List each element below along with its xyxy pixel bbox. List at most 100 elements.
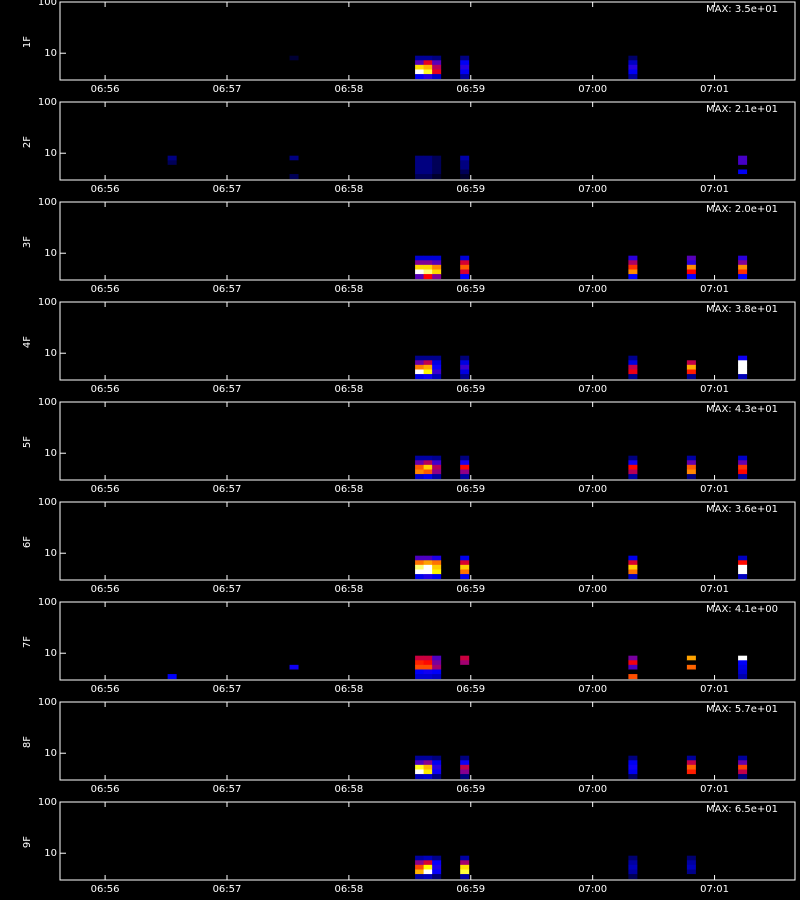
y-tick-label: 100 (38, 97, 57, 108)
heat-cell (415, 360, 425, 366)
heat-cell (738, 755, 748, 761)
heat-cell (289, 364, 299, 370)
heat-cell (423, 760, 433, 766)
x-tick-label: 07:01 (700, 584, 729, 595)
heat-cell (738, 655, 748, 661)
panel: 10 100 06:56 06:57 06:58 06:59 07:00 07:01 9F MAX… (22, 797, 796, 895)
y-tick-label: 100 (38, 697, 57, 708)
heat-cell (167, 164, 177, 170)
heat-cell (415, 460, 425, 466)
heat-cell (738, 155, 748, 161)
heat-cell (167, 369, 177, 375)
heat-cell (423, 655, 433, 661)
heat-cell (415, 69, 425, 75)
heat-cell (432, 574, 442, 580)
heat-cell (738, 864, 748, 870)
heat-cell (460, 455, 470, 461)
heat-cell (415, 160, 425, 166)
heat-cell (628, 674, 638, 680)
heat-cell (628, 460, 638, 466)
heat-cell (460, 374, 470, 380)
heat-cell (415, 755, 425, 761)
heat-cell (423, 264, 433, 270)
y-tick-label: 10 (44, 848, 57, 859)
heat-cell (686, 260, 696, 266)
heat-cell (423, 555, 433, 561)
heat-cell (460, 169, 470, 175)
heat-cell (415, 660, 425, 666)
heat-cell (738, 569, 748, 575)
heat-cell (686, 164, 696, 170)
heat-cell (289, 474, 299, 480)
x-tick-label: 07:01 (700, 784, 729, 795)
max-annotation: MAX: 2.0e+01 (706, 204, 778, 215)
heat-cell (423, 660, 433, 666)
heat-cell (686, 360, 696, 366)
heat-cell (415, 674, 425, 680)
heat-cell (686, 764, 696, 770)
heat-cell (423, 164, 433, 170)
heat-cell (423, 274, 433, 280)
x-tick-label: 06:57 (213, 384, 242, 395)
heat-cell (432, 874, 442, 880)
x-tick-label: 07:00 (578, 684, 607, 695)
heat-cell (167, 760, 177, 766)
heat-cell (423, 369, 433, 375)
heat-cell (415, 464, 425, 470)
y-tick-label: 10 (44, 748, 57, 759)
heat-cell (167, 274, 177, 280)
heat-cell (460, 160, 470, 166)
heat-cell (460, 864, 470, 870)
heat-cell (289, 160, 299, 166)
heat-cell (686, 760, 696, 766)
heat-cell (289, 769, 299, 775)
heat-cell (432, 274, 442, 280)
heat-cell (738, 874, 748, 880)
heat-cell (738, 574, 748, 580)
heat-cell (415, 155, 425, 161)
heat-cell (460, 369, 470, 375)
heat-cell (738, 860, 748, 866)
x-tick-label: 06:56 (91, 184, 120, 195)
x-tick-label: 06:57 (213, 484, 242, 495)
heat-cell (738, 774, 748, 780)
heat-cell (686, 274, 696, 280)
heat-cell (738, 660, 748, 666)
x-tick-label: 07:00 (578, 884, 607, 895)
y-tick-label: 10 (44, 348, 57, 359)
heat-cell (686, 855, 696, 861)
heat-cell (628, 274, 638, 280)
heat-cell (686, 669, 696, 675)
heat-cell (686, 160, 696, 166)
x-tick-label: 07:00 (578, 284, 607, 295)
heat-cell (423, 674, 433, 680)
heat-cell (423, 374, 433, 380)
heat-cell (289, 764, 299, 770)
x-tick-label: 07:01 (700, 384, 729, 395)
y-tick-label: 100 (38, 297, 57, 308)
heat-cell (738, 664, 748, 670)
plot-frame (59, 201, 796, 281)
heat-cell (289, 69, 299, 75)
heat-cell (628, 369, 638, 375)
heat-cell (415, 655, 425, 661)
heat-cell (628, 160, 638, 166)
heat-cell (628, 155, 638, 161)
heat-cell (460, 364, 470, 370)
heat-cell (415, 60, 425, 66)
heat-cell (628, 774, 638, 780)
heat-cell (289, 869, 299, 875)
heat-cell (460, 764, 470, 770)
heat-cell (686, 769, 696, 775)
heat-cell (432, 269, 442, 275)
heat-cell (432, 260, 442, 266)
heat-cell (167, 769, 177, 775)
heat-cell (628, 264, 638, 270)
heat-cell (738, 674, 748, 680)
heat-cell (628, 169, 638, 175)
y-tick-label: 100 (38, 797, 57, 808)
x-tick-label: 06:57 (213, 84, 242, 95)
x-tick-label: 06:59 (456, 884, 485, 895)
heat-cell (738, 69, 748, 75)
